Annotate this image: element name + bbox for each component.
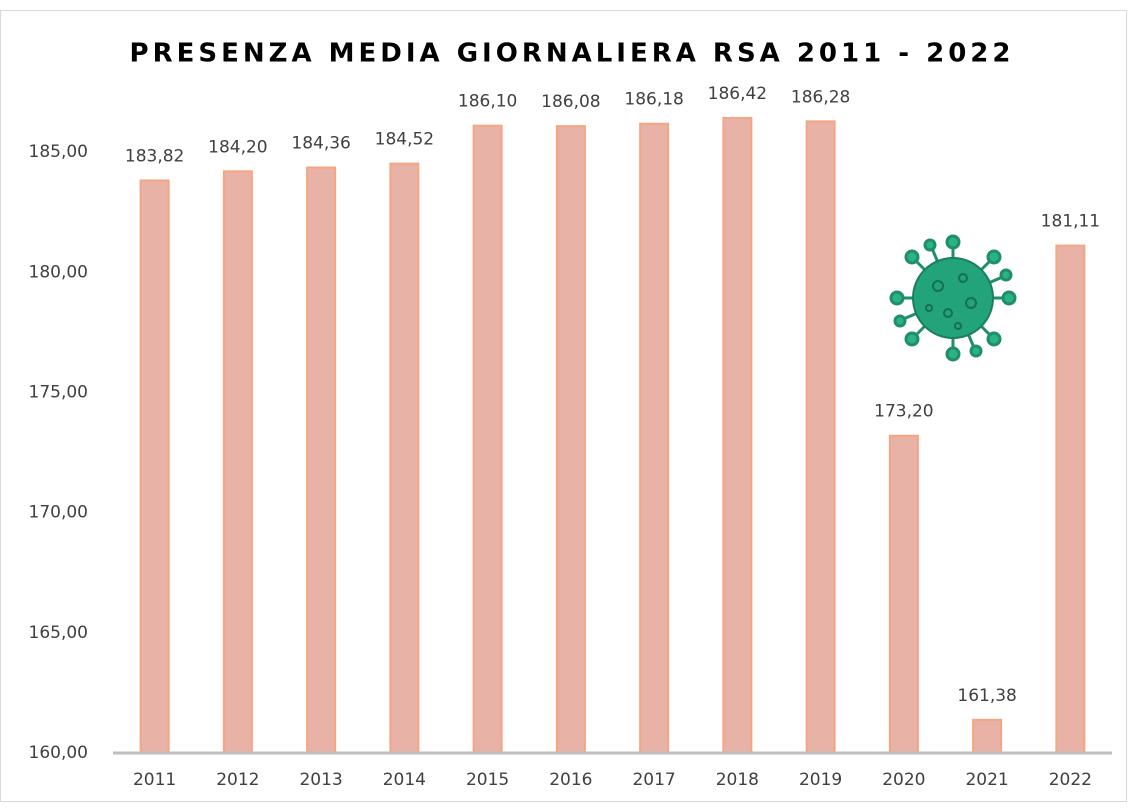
data-label: 186,42 xyxy=(708,84,767,104)
bar xyxy=(222,170,253,755)
y-tick-label: 165,00 xyxy=(29,623,88,643)
x-tick-label: 2022 xyxy=(1049,770,1092,790)
bar xyxy=(972,718,1003,754)
data-label: 186,10 xyxy=(458,92,517,112)
bar xyxy=(888,434,919,754)
x-tick-label: 2016 xyxy=(549,770,592,790)
y-tick-label: 185,00 xyxy=(29,142,88,162)
x-tick-label: 2021 xyxy=(965,770,1008,790)
x-tick-label: 2018 xyxy=(716,770,759,790)
data-label: 181,11 xyxy=(1041,212,1100,232)
bar xyxy=(639,122,670,755)
x-tick-label: 2017 xyxy=(632,770,675,790)
chart-title: PRESENZA MEDIA GIORNALIERA RSA 2011 - 20… xyxy=(130,39,1015,69)
y-tick-label: 160,00 xyxy=(29,743,88,763)
y-tick-label: 175,00 xyxy=(29,382,88,402)
bar xyxy=(472,124,503,755)
virus-icon xyxy=(889,234,1017,362)
bar xyxy=(722,116,753,754)
bar xyxy=(306,166,337,755)
data-label: 186,18 xyxy=(624,90,683,110)
bar xyxy=(555,125,586,755)
x-tick-label: 2015 xyxy=(466,770,509,790)
bar xyxy=(805,120,836,754)
data-label: 184,36 xyxy=(291,133,350,153)
data-label: 184,20 xyxy=(208,137,267,157)
data-label: 186,28 xyxy=(791,87,850,107)
x-tick-label: 2011 xyxy=(133,770,176,790)
bar xyxy=(389,162,420,754)
x-tick-label: 2012 xyxy=(216,770,259,790)
x-tick-label: 2019 xyxy=(799,770,842,790)
bar xyxy=(139,179,170,754)
x-tick-label: 2013 xyxy=(299,770,342,790)
x-tick-label: 2014 xyxy=(383,770,426,790)
data-label: 186,08 xyxy=(541,92,600,112)
y-tick-label: 180,00 xyxy=(29,262,88,282)
data-label: 183,82 xyxy=(125,146,184,166)
y-tick-label: 170,00 xyxy=(29,503,88,523)
data-label: 184,52 xyxy=(375,130,434,150)
x-tick-label: 2020 xyxy=(882,770,925,790)
bar xyxy=(1055,244,1086,754)
data-label: 161,38 xyxy=(957,686,1016,706)
data-label: 173,20 xyxy=(874,402,933,422)
